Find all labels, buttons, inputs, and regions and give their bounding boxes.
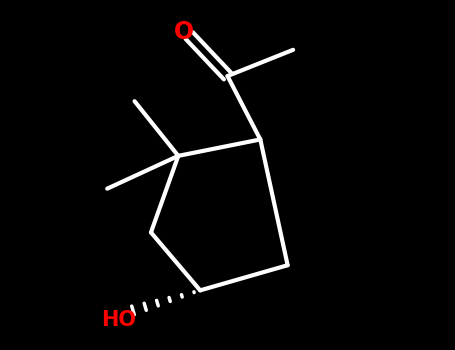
Text: HO: HO bbox=[101, 310, 136, 330]
Text: O: O bbox=[174, 20, 194, 44]
